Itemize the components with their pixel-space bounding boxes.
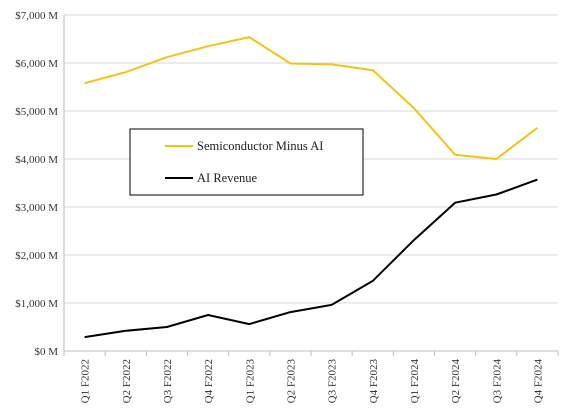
x-axis-tick-labels: Q1 F2022 Q2 F2022 Q3 F2022 Q4 F2022 Q1 F2023… bbox=[80, 359, 545, 404]
x-tick-label: Q1 F2024 bbox=[409, 359, 421, 404]
x-tick-label: Q3 F2023 bbox=[327, 359, 339, 404]
x-tick-label: Q2 F2023 bbox=[285, 359, 297, 404]
x-tick-label: Q2 F2024 bbox=[450, 359, 462, 404]
x-tick-label: Q1 F2023 bbox=[244, 359, 256, 404]
x-tick-label: Q2 F2022 bbox=[121, 359, 133, 403]
y-tick-label: $1,000 M bbox=[15, 298, 58, 310]
x-tick-label: Q3 F2022 bbox=[162, 359, 174, 403]
y-tick-label: $5,000 M bbox=[15, 106, 58, 118]
series-line-ai-revenue bbox=[84, 178, 538, 339]
y-axis-tick-labels: $0 M $1,000 M $2,000 M $3,000 M $4,000 M $5,0… bbox=[15, 10, 58, 358]
x-tick-label: Q3 F2024 bbox=[491, 359, 503, 404]
legend: Semiconductor Minus AI AI Revenue bbox=[129, 128, 364, 196]
legend-box bbox=[129, 128, 364, 196]
series-line-semiconductor-minus-ai bbox=[84, 36, 539, 160]
x-tick-label: Q4 F2023 bbox=[368, 359, 380, 404]
x-tick-label: Q4 F2022 bbox=[203, 359, 215, 403]
y-tick-label: $0 M bbox=[34, 346, 58, 358]
y-tick-label: $4,000 M bbox=[15, 154, 58, 166]
x-tick-label: Q4 F2024 bbox=[532, 359, 544, 404]
series-lines bbox=[84, 36, 539, 339]
legend-label-semiconductor-minus-ai: Semiconductor Minus AI bbox=[197, 139, 323, 153]
y-tick-label: $2,000 M bbox=[15, 250, 58, 262]
x-tick-label: Q1 F2022 bbox=[80, 359, 92, 403]
y-tick-label: $3,000 M bbox=[15, 202, 58, 214]
y-tick-label: $6,000 M bbox=[15, 58, 58, 70]
y-tick-label: $7,000 M bbox=[15, 10, 58, 22]
legend-label-ai-revenue: AI Revenue bbox=[197, 171, 257, 185]
